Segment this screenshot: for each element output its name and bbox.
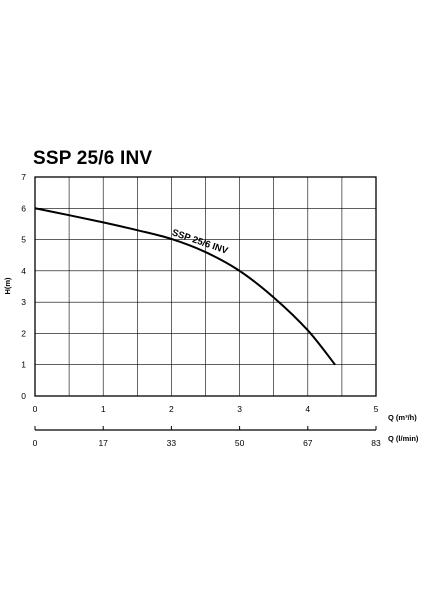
curves: SSP 25/6 INV <box>34 207 336 366</box>
y-tick-label: 2 <box>21 328 26 338</box>
secondary-x-axis: 0 17 33 50 67 83 <box>33 426 381 448</box>
x-tick-label: 1 <box>101 404 106 414</box>
x-axis-ticks: 0 1 2 3 4 5 <box>33 404 379 414</box>
x-tick-label: 5 <box>374 404 379 414</box>
plot-border <box>34 176 377 397</box>
chart-title: SSP 25/6 INV <box>33 148 153 169</box>
y-tick-label: 5 <box>21 235 26 245</box>
x-tick-label: 4 <box>305 404 310 414</box>
series-line <box>34 207 336 366</box>
x-tick-label: 3 <box>237 404 242 414</box>
y-tick-label: 3 <box>21 297 26 307</box>
y-axis-ticks: 0 1 2 3 4 5 6 7 <box>21 172 26 401</box>
secondary-x-axis-label: Q (l/min) <box>388 434 419 443</box>
secondary-x-tick-label: 67 <box>303 438 313 448</box>
secondary-x-tick-label: 83 <box>371 438 381 448</box>
x-axis-label: Q (m³/h) <box>388 413 417 422</box>
y-axis-label: H(m) <box>3 277 12 295</box>
secondary-x-tick-label: 17 <box>98 438 108 448</box>
y-tick-label: 6 <box>21 203 26 213</box>
y-tick-label: 0 <box>21 391 26 401</box>
secondary-x-tick-label: 50 <box>235 438 245 448</box>
plot-frame <box>34 176 377 397</box>
secondary-x-tick-label: 0 <box>33 438 38 448</box>
y-tick-label: 7 <box>21 172 26 182</box>
x-tick-label: 2 <box>169 404 174 414</box>
x-tick-label: 0 <box>33 404 38 414</box>
grid <box>35 177 376 396</box>
y-tick-label: 1 <box>21 360 26 370</box>
secondary-x-tick-label: 33 <box>167 438 177 448</box>
y-tick-label: 4 <box>21 266 26 276</box>
